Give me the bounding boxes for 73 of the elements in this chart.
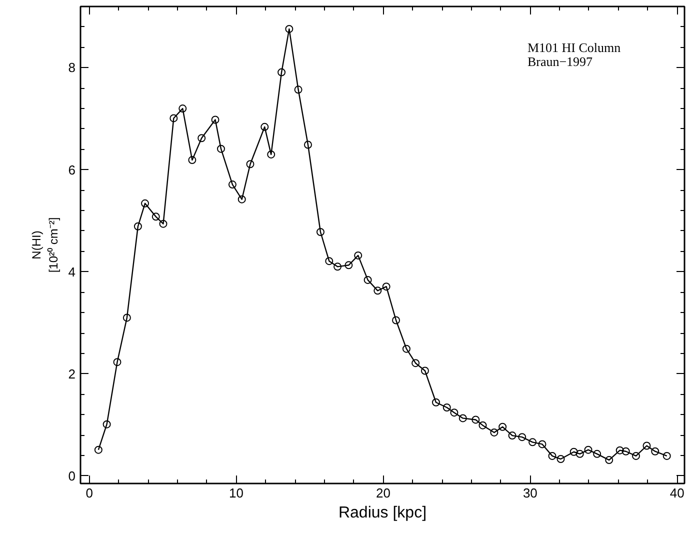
point	[392, 316, 400, 324]
x-tick-label: 20	[376, 486, 390, 500]
point	[122, 314, 131, 322]
y-tick-label: 2	[68, 366, 76, 382]
x-tick-label: 10	[229, 486, 244, 500]
point	[622, 447, 630, 456]
point	[548, 452, 556, 460]
point	[584, 446, 592, 454]
point	[432, 398, 440, 406]
y-tick-label: 0	[68, 468, 76, 484]
point	[442, 403, 451, 412]
point	[498, 422, 507, 431]
x-axis-title: Radius [kpc]	[338, 504, 427, 522]
point	[651, 447, 660, 456]
point	[472, 416, 480, 424]
point	[478, 421, 487, 430]
point	[316, 228, 324, 236]
y-tick-label: 4	[68, 264, 76, 280]
point	[294, 86, 302, 94]
point	[216, 144, 225, 153]
annotation: M101 HI Column Braun−1997	[527, 40, 622, 70]
point	[304, 140, 312, 149]
point	[662, 452, 671, 460]
point	[238, 195, 246, 204]
point	[570, 448, 578, 456]
point	[593, 450, 602, 458]
point	[412, 359, 420, 368]
point	[354, 251, 362, 260]
y-tick-label: 6	[68, 162, 76, 178]
point	[344, 261, 353, 270]
point	[420, 366, 429, 375]
point	[228, 180, 236, 189]
point	[402, 344, 410, 353]
point	[576, 450, 584, 458]
point	[382, 282, 390, 291]
point	[170, 114, 178, 122]
point	[113, 358, 122, 366]
point	[508, 432, 516, 440]
point	[364, 276, 372, 284]
point	[134, 222, 142, 230]
point	[374, 286, 382, 295]
point	[632, 452, 640, 460]
point	[334, 262, 342, 271]
point	[528, 438, 537, 446]
point	[518, 433, 526, 442]
point	[285, 24, 294, 33]
point	[556, 455, 565, 464]
point	[458, 414, 467, 422]
y-axis-title: N(HI) [10²⁰ cm⁻²]	[29, 217, 60, 273]
point	[605, 456, 614, 464]
point	[188, 156, 196, 164]
point	[178, 104, 187, 113]
y-tick-label: 8	[68, 60, 76, 76]
point	[260, 122, 269, 131]
point	[538, 440, 546, 448]
x-tick-label: 30	[522, 486, 538, 500]
x-tick-label: 0	[86, 486, 93, 500]
point	[102, 420, 111, 428]
point	[152, 212, 160, 221]
point	[267, 150, 276, 158]
x-tick-label: 40	[670, 486, 684, 500]
point	[278, 68, 286, 76]
point	[141, 199, 150, 208]
point	[246, 160, 254, 168]
point	[159, 220, 168, 228]
point	[94, 446, 102, 454]
point	[325, 257, 334, 266]
point	[450, 408, 458, 417]
point	[642, 442, 651, 450]
point	[211, 116, 220, 124]
point	[490, 428, 498, 436]
point	[198, 134, 206, 142]
point	[616, 446, 624, 454]
